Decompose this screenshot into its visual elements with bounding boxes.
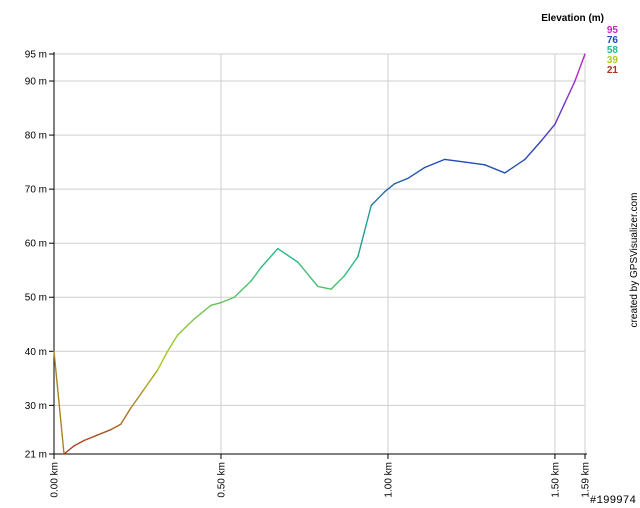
elevation-series xyxy=(53,53,586,455)
elevation-segment xyxy=(250,266,262,282)
elevation-segment xyxy=(357,204,372,258)
elevation-segment xyxy=(83,434,99,442)
elevation-segment xyxy=(130,388,145,409)
y-tick-label: 80 m xyxy=(25,131,47,142)
image-id: #199974 xyxy=(590,495,637,507)
x-tick-label: 1.00 km xyxy=(383,462,394,498)
y-tick-labels: 21 m 30 m 40 m 50 m 60 m 70 m 80 m 90 m 95 m xyxy=(25,50,47,461)
y-tick-label: 95 m xyxy=(25,50,47,61)
y-tick-label: 60 m xyxy=(25,239,47,250)
elevation-segment xyxy=(210,301,222,307)
y-tick-label: 21 m xyxy=(25,450,47,461)
elevation-segment xyxy=(233,280,252,298)
elevation-segment xyxy=(166,334,179,352)
credit-text: created by GPSVisualizer.com xyxy=(629,193,640,328)
elevation-segment xyxy=(564,80,576,104)
legend-title: Elevation (m) xyxy=(541,13,604,24)
elevation-segment xyxy=(524,139,543,161)
elevation-segment xyxy=(393,177,409,185)
elevation-segment xyxy=(330,274,346,290)
elevation-segment xyxy=(143,369,159,390)
axes xyxy=(49,52,587,459)
elevation-segment xyxy=(96,428,112,436)
elevation-segment xyxy=(53,350,65,455)
y-tick-label: 50 m xyxy=(25,293,47,304)
elevation-segment xyxy=(444,158,466,163)
legend-entry: 76 xyxy=(607,35,619,46)
elevation-segment xyxy=(260,247,279,269)
elevation-segment xyxy=(120,407,132,425)
elevation-segment xyxy=(277,247,299,263)
x-tick-label: 0.50 km xyxy=(216,462,227,498)
grid xyxy=(53,53,586,455)
x-tick-label: 1.50 km xyxy=(550,462,561,498)
elevation-segment xyxy=(220,296,236,304)
elevation-segment xyxy=(156,350,169,371)
elevation-segment xyxy=(73,439,85,447)
legend-entry: 39 xyxy=(607,55,619,66)
elevation-segment xyxy=(110,423,122,431)
y-tick-label: 40 m xyxy=(25,347,47,358)
x-tick-labels: 0.00 km 0.50 km 1.00 km 1.50 km 1.59 km xyxy=(50,462,592,498)
elevation-segment xyxy=(423,158,446,169)
elevation-segment xyxy=(407,166,426,180)
elevation-segment xyxy=(317,285,332,290)
y-tick-label: 90 m xyxy=(25,77,47,88)
x-tick-label: 0.00 km xyxy=(50,462,61,498)
elevation-segment xyxy=(193,304,212,320)
elevation-segment xyxy=(343,256,359,277)
elevation-segment xyxy=(63,445,75,455)
x-tick-label: 1.59 km xyxy=(581,462,592,498)
elevation-segment xyxy=(176,318,195,336)
elevation-segment xyxy=(554,101,566,125)
elevation-segment xyxy=(383,183,396,193)
legend-entry: 21 xyxy=(607,65,619,76)
elevation-segment xyxy=(574,53,586,82)
y-tick-label: 30 m xyxy=(25,401,47,412)
y-tick-label: 70 m xyxy=(25,185,47,196)
legend-entry: 58 xyxy=(607,45,619,56)
elevation-segment xyxy=(297,261,319,288)
elevation-segment xyxy=(370,191,386,207)
elevation-segment xyxy=(484,164,506,174)
legend-entry: 95 xyxy=(607,25,619,36)
elevation-segment xyxy=(504,158,526,174)
elevation-segment xyxy=(464,161,486,166)
elevation-segment xyxy=(540,123,556,142)
